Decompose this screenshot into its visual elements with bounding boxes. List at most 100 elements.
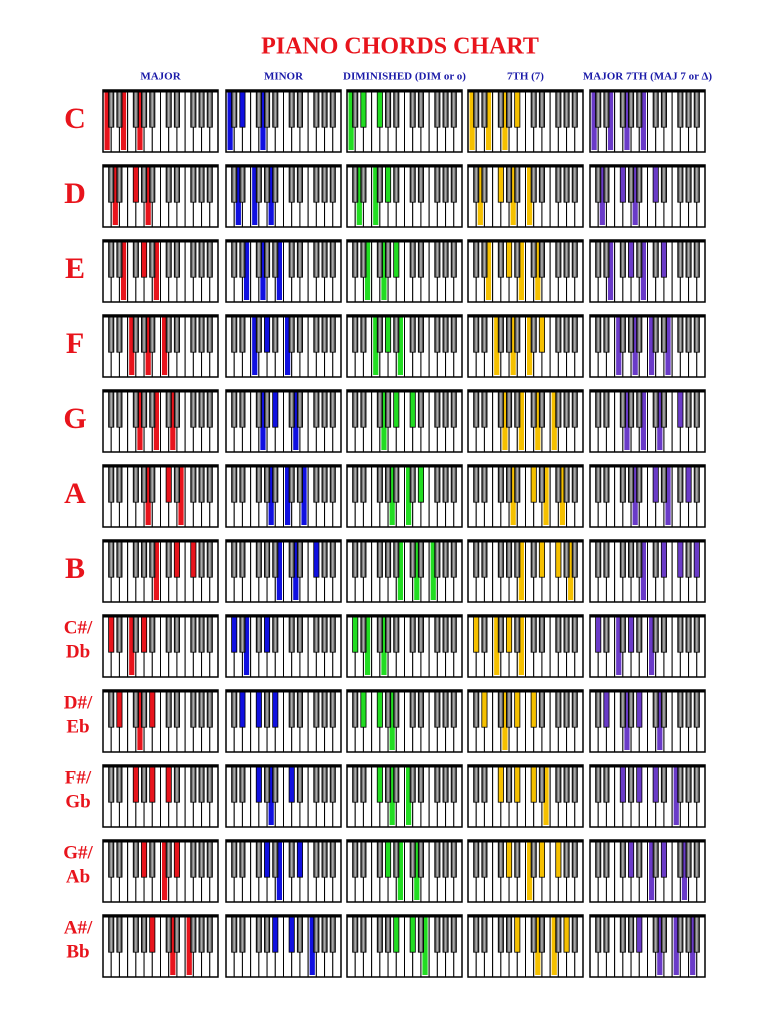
black-key bbox=[385, 914, 392, 953]
black-key bbox=[555, 314, 562, 353]
black-key bbox=[288, 914, 295, 953]
black-key bbox=[313, 839, 320, 878]
black-key bbox=[206, 389, 213, 428]
black-key bbox=[481, 239, 488, 278]
black-key bbox=[255, 464, 262, 503]
black-key bbox=[434, 389, 441, 428]
white-key-highlight bbox=[129, 617, 135, 675]
white-key-highlight bbox=[129, 317, 135, 375]
black-key bbox=[409, 464, 416, 503]
black-key bbox=[321, 89, 328, 128]
black-key bbox=[190, 614, 197, 653]
row-label: Db bbox=[66, 641, 90, 662]
black-key bbox=[652, 464, 659, 503]
black-key bbox=[434, 464, 441, 503]
black-key bbox=[132, 764, 139, 803]
black-key bbox=[685, 239, 692, 278]
black-key bbox=[231, 89, 238, 128]
white-key-highlight bbox=[518, 617, 524, 675]
black-key bbox=[652, 389, 659, 428]
black-key bbox=[442, 689, 449, 728]
black-key bbox=[530, 464, 537, 503]
black-key bbox=[376, 539, 383, 578]
white-key-highlight bbox=[268, 767, 274, 825]
black-key bbox=[450, 539, 457, 578]
black-key bbox=[409, 614, 416, 653]
black-key bbox=[450, 239, 457, 278]
black-key bbox=[272, 839, 279, 878]
black-key bbox=[231, 839, 238, 878]
black-key bbox=[385, 389, 392, 428]
white-key-highlight bbox=[535, 242, 541, 300]
black-key bbox=[571, 464, 578, 503]
black-key bbox=[555, 689, 562, 728]
white-key-highlight bbox=[252, 167, 258, 225]
black-key bbox=[417, 914, 424, 953]
black-key bbox=[198, 764, 205, 803]
black-key bbox=[693, 914, 700, 953]
white-key-highlight bbox=[301, 467, 307, 525]
black-key bbox=[329, 539, 336, 578]
black-key bbox=[352, 614, 359, 653]
white-key-highlight bbox=[607, 242, 614, 300]
black-key bbox=[393, 914, 400, 953]
white-key-highlight bbox=[381, 392, 387, 450]
black-key bbox=[165, 839, 172, 878]
white-key-highlight bbox=[649, 842, 655, 900]
white-key-highlight bbox=[657, 917, 663, 975]
black-key bbox=[473, 764, 480, 803]
black-key bbox=[329, 614, 336, 653]
black-key bbox=[132, 614, 139, 653]
black-key bbox=[173, 89, 180, 128]
black-key bbox=[693, 539, 700, 578]
black-key bbox=[198, 164, 205, 203]
black-key bbox=[693, 389, 700, 428]
black-key bbox=[296, 764, 303, 803]
black-key bbox=[108, 539, 115, 578]
black-key bbox=[149, 89, 156, 128]
black-key bbox=[116, 389, 123, 428]
black-key bbox=[571, 839, 578, 878]
black-key bbox=[173, 839, 180, 878]
black-key bbox=[132, 464, 139, 503]
black-key bbox=[108, 164, 115, 203]
black-key bbox=[636, 914, 643, 953]
black-key bbox=[141, 239, 148, 278]
white-key-highlight bbox=[502, 92, 508, 150]
black-key bbox=[385, 314, 392, 353]
black-key bbox=[360, 164, 367, 203]
row-label: D bbox=[64, 177, 86, 210]
black-key bbox=[149, 764, 156, 803]
black-key bbox=[352, 89, 359, 128]
black-key bbox=[619, 764, 626, 803]
black-key bbox=[108, 614, 115, 653]
black-key bbox=[313, 314, 320, 353]
black-key bbox=[206, 689, 213, 728]
black-key bbox=[239, 539, 246, 578]
black-key bbox=[473, 914, 480, 953]
black-key bbox=[272, 89, 279, 128]
column-header: MAJOR 7TH (MAJ 7 or Δ) bbox=[583, 71, 713, 83]
black-key bbox=[393, 314, 400, 353]
black-key bbox=[198, 239, 205, 278]
black-key bbox=[360, 389, 367, 428]
black-key bbox=[636, 89, 643, 128]
black-key bbox=[595, 89, 602, 128]
black-key bbox=[296, 839, 303, 878]
row-label: Bb bbox=[66, 941, 89, 962]
white-key-highlight bbox=[543, 467, 549, 525]
black-key bbox=[108, 464, 115, 503]
black-key bbox=[506, 464, 513, 503]
white-key-highlight bbox=[616, 317, 622, 375]
black-key bbox=[296, 689, 303, 728]
black-key bbox=[481, 764, 488, 803]
black-key bbox=[677, 164, 684, 203]
black-key bbox=[141, 614, 148, 653]
black-key bbox=[149, 389, 156, 428]
black-key bbox=[595, 764, 602, 803]
black-key bbox=[206, 914, 213, 953]
column-header: MAJOR bbox=[140, 71, 181, 83]
white-key-highlight bbox=[649, 617, 655, 675]
black-key bbox=[555, 239, 562, 278]
white-key-highlight bbox=[120, 242, 127, 300]
